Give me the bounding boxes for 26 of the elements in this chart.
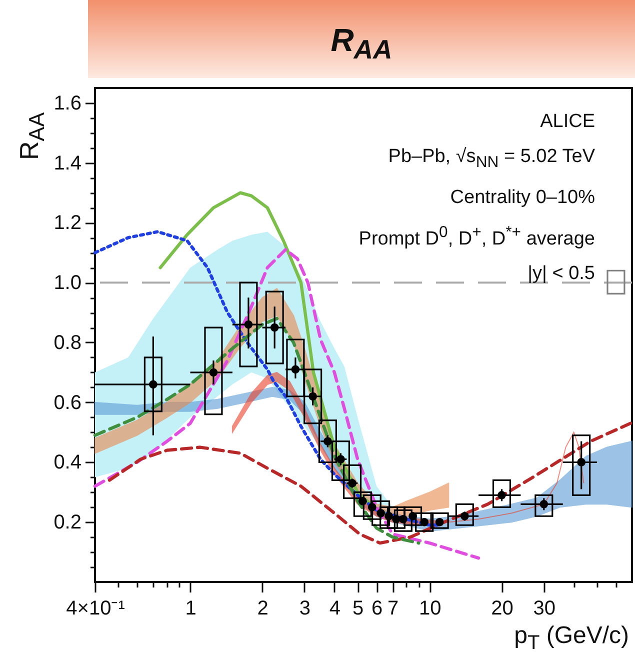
annotation: Centrality 0–10% <box>449 186 595 210</box>
annotation: Prompt D$^{0}$, D$^{+}$, D$^{*+}$ average <box>358 222 595 252</box>
x-tick-label: 5 <box>352 598 364 620</box>
x-axis-title: p$_{T}$ (GeV/c) <box>514 622 629 655</box>
y-tick-label: 0.6 <box>54 392 82 414</box>
y-tick-label: 0.8 <box>54 332 82 354</box>
x-tick-label: 3 <box>299 598 311 620</box>
x-tick-label: 4×10⁻¹ <box>66 598 126 620</box>
x-tick-label: 10 <box>419 598 442 620</box>
annotation: Pb–Pb, √s$_{NN}$ = 5.02 TeV <box>387 145 595 173</box>
y-tick-label: 0.4 <box>54 452 82 474</box>
y-tick-label: 1.4 <box>54 152 82 174</box>
annotation: ALICE <box>539 110 595 134</box>
y-tick-label: 1.2 <box>54 212 82 234</box>
y-tick-label: 1.0 <box>54 272 82 294</box>
y-tick-label: 1.6 <box>54 92 82 114</box>
chart-title: R$_{AA}$ <box>330 22 394 66</box>
annotation: |y| < 0.5 <box>526 262 595 286</box>
y-tick-label: 0.2 <box>54 512 82 534</box>
x-tick-label: 4 <box>329 598 340 620</box>
x-tick-label: 6 <box>372 598 383 620</box>
x-tick-label: 20 <box>491 598 514 620</box>
x-tick-label: 1 <box>185 598 196 620</box>
x-tick-label: 2 <box>257 598 268 620</box>
x-tick-label: 7 <box>388 598 399 620</box>
x-tick-label: 30 <box>533 598 556 620</box>
